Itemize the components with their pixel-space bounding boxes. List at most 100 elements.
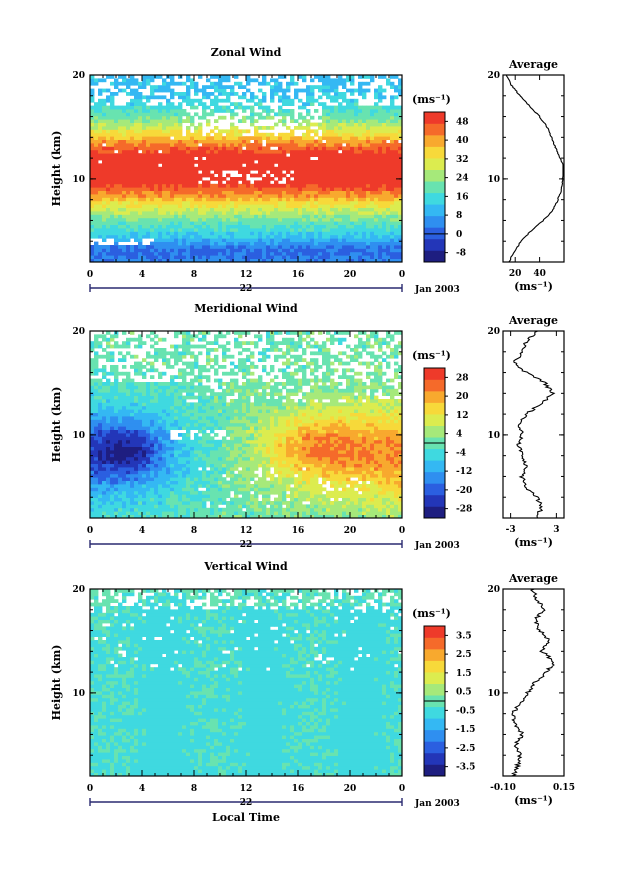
heatmap-cell (282, 201, 286, 205)
heatmap-cell (330, 494, 334, 498)
heatmap-cell (298, 177, 302, 181)
heatmap-cell (266, 157, 270, 161)
heatmap-cell (354, 235, 358, 239)
heatmap-cell (146, 82, 150, 86)
heatmap-cell (306, 481, 310, 485)
heatmap-cell (210, 211, 214, 215)
heatmap-cell (178, 491, 182, 495)
heatmap-cell (150, 474, 154, 478)
heatmap-cell (390, 136, 394, 140)
heatmap-cell (286, 167, 290, 171)
heatmap-cell (110, 504, 114, 508)
heatmap-cell (366, 221, 370, 225)
heatmap-cell (222, 140, 226, 144)
heatmap-cell (230, 123, 234, 127)
heatmap-cell (250, 228, 254, 232)
heatmap-cell (142, 467, 146, 471)
heatmap-cell (130, 204, 134, 208)
heatmap-cell (166, 174, 170, 178)
heatmap-cell (126, 491, 130, 495)
heatmap-cell (386, 123, 390, 127)
heatmap-cell (202, 153, 206, 157)
heatmap-cell (114, 170, 118, 174)
heatmap-cell (334, 187, 338, 191)
heatmap-cell (370, 112, 374, 116)
heatmap-cell (246, 245, 250, 249)
heatmap-cell (202, 167, 206, 171)
heatmap-cell (282, 112, 286, 116)
heatmap-cell (178, 211, 182, 215)
heatmap-cell (282, 228, 286, 232)
heatmap-cell (238, 140, 242, 144)
heatmap-cell (170, 501, 174, 505)
heatmap-cell (222, 150, 226, 154)
heatmap-cell (210, 157, 214, 161)
heatmap-cell (138, 82, 142, 86)
heatmap-cell (310, 174, 314, 178)
heatmap-cell (114, 231, 118, 235)
heatmap-cell (258, 153, 262, 157)
heatmap-cell (250, 136, 254, 140)
heatmap-cell (354, 208, 358, 212)
heatmap-cell (362, 214, 366, 218)
heatmap-cell (358, 474, 362, 478)
heatmap-cell (114, 245, 118, 249)
heatmap-cell (106, 255, 110, 259)
heatmap-cell (330, 109, 334, 113)
heatmap-cell (126, 248, 130, 252)
heatmap-cell (350, 109, 354, 113)
heatmap-cell (198, 208, 202, 212)
heatmap-cell (322, 235, 326, 239)
heatmap-cell (138, 501, 142, 505)
heatmap-cell (118, 477, 122, 481)
heatmap-cell (110, 201, 114, 205)
heatmap-cell (242, 498, 246, 502)
heatmap-cell (102, 163, 106, 167)
heatmap-cell (138, 180, 142, 184)
heatmap-cell (138, 177, 142, 181)
heatmap-cell (134, 95, 138, 99)
heatmap-cell (230, 484, 234, 488)
heatmap-cell (246, 501, 250, 505)
heatmap-cell (382, 197, 386, 201)
heatmap-cell (318, 126, 322, 130)
heatmap-cell (330, 211, 334, 215)
heatmap-cell (278, 95, 282, 99)
heatmap-cell (298, 501, 302, 505)
heatmap-cell (322, 201, 326, 205)
heatmap-cell (174, 167, 178, 171)
heatmap-cell (194, 248, 198, 252)
heatmap-cell (130, 126, 134, 130)
heatmap-cell (198, 511, 202, 515)
colorbar-swatch (424, 239, 445, 251)
heatmap-cell (262, 494, 266, 498)
heatmap-cell (114, 191, 118, 195)
heatmap-cell (114, 163, 118, 167)
heatmap-cell (358, 85, 362, 89)
heatmap-cell (102, 184, 106, 188)
heatmap-cell (258, 150, 262, 154)
heatmap-cell (94, 197, 98, 201)
heatmap-cell (238, 146, 242, 150)
heatmap-cell (230, 150, 234, 154)
heatmap-cell (314, 163, 318, 167)
heatmap-cell (274, 197, 278, 201)
heatmap-cell (150, 191, 154, 195)
heatmap-cell (174, 123, 178, 127)
heatmap-cell (198, 102, 202, 106)
heatmap-cell (310, 150, 314, 154)
colorbar-swatch (424, 250, 445, 262)
heatmap-cell (246, 146, 250, 150)
heatmap-cell (350, 116, 354, 120)
heatmap-cell (254, 508, 258, 512)
heatmap-cell (318, 238, 322, 242)
heatmap-cell (374, 248, 378, 252)
heatmap-cell (314, 231, 318, 235)
heatmap-cell (302, 170, 306, 174)
heatmap-cell (366, 204, 370, 208)
heatmap-cell (346, 170, 350, 174)
heatmap-cell (354, 129, 358, 133)
heatmap-cell (294, 163, 298, 167)
heatmap-cell (354, 238, 358, 242)
heatmap-cell (198, 498, 202, 502)
